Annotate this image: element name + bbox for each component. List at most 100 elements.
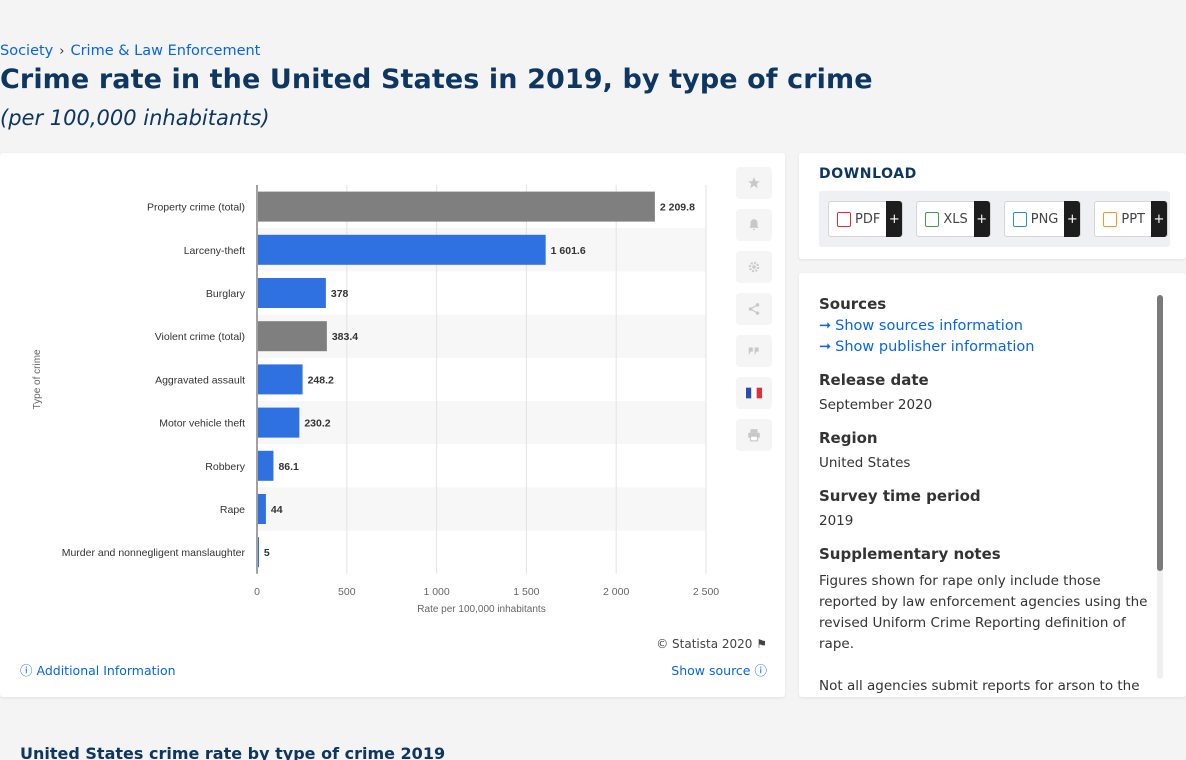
category-label: Burglary (206, 288, 246, 300)
share-icon[interactable] (736, 293, 772, 325)
download-png-label: PNG (1030, 211, 1059, 227)
print-icon[interactable] (736, 419, 772, 451)
download-card: DOWNLOAD PDF + XLS + PNG + PPT + (799, 153, 1186, 259)
additional-info-label: Additional Information (36, 663, 176, 678)
x-tick-label: 2 000 (603, 586, 629, 598)
x-tick-label: 2 500 (693, 586, 719, 598)
data-label: 5 (264, 547, 270, 559)
download-ppt-button[interactable]: PPT + (1094, 201, 1168, 237)
data-label: 86.1 (278, 461, 299, 473)
x-axis-title: Rate per 100,000 inhabitants (417, 604, 545, 615)
download-pdf-button[interactable]: PDF + (828, 201, 904, 237)
breadcrumb: Society › Crime & Law Enforcement (0, 43, 260, 59)
french-flag-icon[interactable] (736, 377, 772, 409)
sources-heading: Sources (819, 295, 887, 313)
info-icon: ⓘ (20, 663, 33, 678)
xls-file-icon (925, 211, 940, 227)
info-panel: Sources ➞ Show sources information ➞ Sho… (819, 295, 1149, 697)
x-tick-label: 500 (338, 586, 356, 598)
download-pdf-label: PDF (855, 211, 881, 227)
show-publisher-link[interactable]: ➞ Show publisher information (819, 339, 1149, 355)
bar-chart: 0 500 1 000 1 500 2 000 2 500 Property crime (… (32, 185, 719, 615)
plus-icon: + (886, 201, 903, 237)
row-band (257, 487, 706, 531)
breadcrumb-society-link[interactable]: Society (0, 43, 54, 59)
category-label: Larceny-theft (184, 245, 245, 257)
bar (258, 234, 546, 265)
scrollbar-thumb[interactable] (1157, 295, 1163, 571)
bell-icon[interactable] (736, 209, 772, 241)
show-source-link[interactable]: Show source ⓘ (671, 660, 767, 679)
category-label: Aggravated assault (155, 374, 245, 386)
show-source-label: Show source (671, 663, 751, 678)
plus-icon: + (1151, 201, 1167, 237)
x-tick-label: 1 000 (423, 586, 449, 598)
category-label: Motor vehicle theft (159, 418, 245, 430)
info-icon: ⓘ (754, 663, 767, 678)
data-label: 248.2 (308, 374, 334, 386)
x-tick-label: 1 500 (513, 586, 539, 598)
page-subtitle: (per 100,000 inhabitants) (0, 106, 270, 130)
survey-period-heading: Survey time period (819, 487, 981, 505)
page-title: Crime rate in the United States in 2019,… (0, 64, 873, 95)
bar (258, 494, 266, 524)
data-label: 44 (271, 504, 283, 516)
flag-icon[interactable]: ⚑ (756, 637, 767, 651)
bar (258, 364, 303, 395)
arrow-right-icon: ➞ (819, 318, 832, 334)
release-date-heading: Release date (819, 371, 929, 389)
region-heading: Region (819, 429, 878, 447)
category-label: Rape (220, 504, 245, 516)
arrow-right-icon: ➞ (819, 339, 832, 355)
star-icon[interactable] (736, 167, 772, 199)
bar (258, 450, 274, 481)
data-label: 230.2 (304, 418, 330, 430)
supplementary-heading: Supplementary notes (819, 545, 1001, 563)
category-label: Murder and nonnegligent manslaughter (62, 547, 246, 559)
row-band (257, 314, 706, 358)
chart-card: 0 500 1 000 1 500 2 000 2 500 Property crime (… (0, 153, 785, 697)
supplementary-note-2: Not all agencies submit reports for arso… (819, 678, 1140, 694)
plus-icon: + (1064, 201, 1081, 237)
breadcrumb-separator: › (59, 44, 65, 59)
download-xls-label: XLS (943, 211, 968, 227)
release-date-value: September 2020 (819, 397, 933, 413)
category-label: Violent crime (total) (155, 331, 245, 343)
plus-icon: + (973, 201, 990, 237)
data-label: 1 601.6 (551, 245, 586, 257)
download-png-button[interactable]: PNG + (1003, 201, 1082, 237)
bar (258, 278, 326, 308)
data-label: 383.4 (332, 331, 358, 343)
additional-info-link[interactable]: ⓘ Additional Information (20, 660, 176, 679)
region-value: United States (819, 455, 911, 471)
supplementary-note-1: Figures shown for rape only include thos… (819, 573, 1148, 652)
row-band (257, 401, 706, 445)
download-xls-button[interactable]: XLS + (916, 201, 991, 237)
bar (258, 407, 300, 438)
breadcrumb-crime-link[interactable]: Crime & Law Enforcement (70, 43, 261, 59)
category-label: Property crime (total) (147, 202, 245, 214)
copyright: © Statista 2020 ⚑ (656, 637, 767, 651)
y-axis-title: Type of crime (32, 349, 43, 409)
show-sources-label: Show sources information (835, 318, 1023, 334)
png-file-icon (1012, 211, 1027, 227)
pdf-file-icon (837, 211, 851, 227)
copyright-text: © Statista 2020 (656, 637, 753, 651)
category-label: Robbery (205, 461, 245, 473)
info-card: Sources ➞ Show sources information ➞ Sho… (799, 273, 1186, 697)
quote-icon[interactable] (736, 335, 772, 367)
download-buttons: PDF + XLS + PNG + PPT + (819, 191, 1170, 247)
bar (258, 321, 327, 352)
section-title: United States crime rate by type of crim… (20, 744, 446, 760)
show-sources-link[interactable]: ➞ Show sources information (819, 318, 1149, 334)
download-ppt-label: PPT (1121, 211, 1145, 227)
download-title: DOWNLOAD (819, 166, 917, 182)
data-label: 378 (331, 288, 349, 300)
bar (258, 191, 655, 222)
ppt-file-icon (1103, 211, 1118, 227)
bar (258, 537, 259, 568)
x-tick-label: 0 (254, 586, 260, 598)
gear-icon[interactable] (736, 251, 772, 283)
survey-period-value: 2019 (819, 513, 854, 529)
